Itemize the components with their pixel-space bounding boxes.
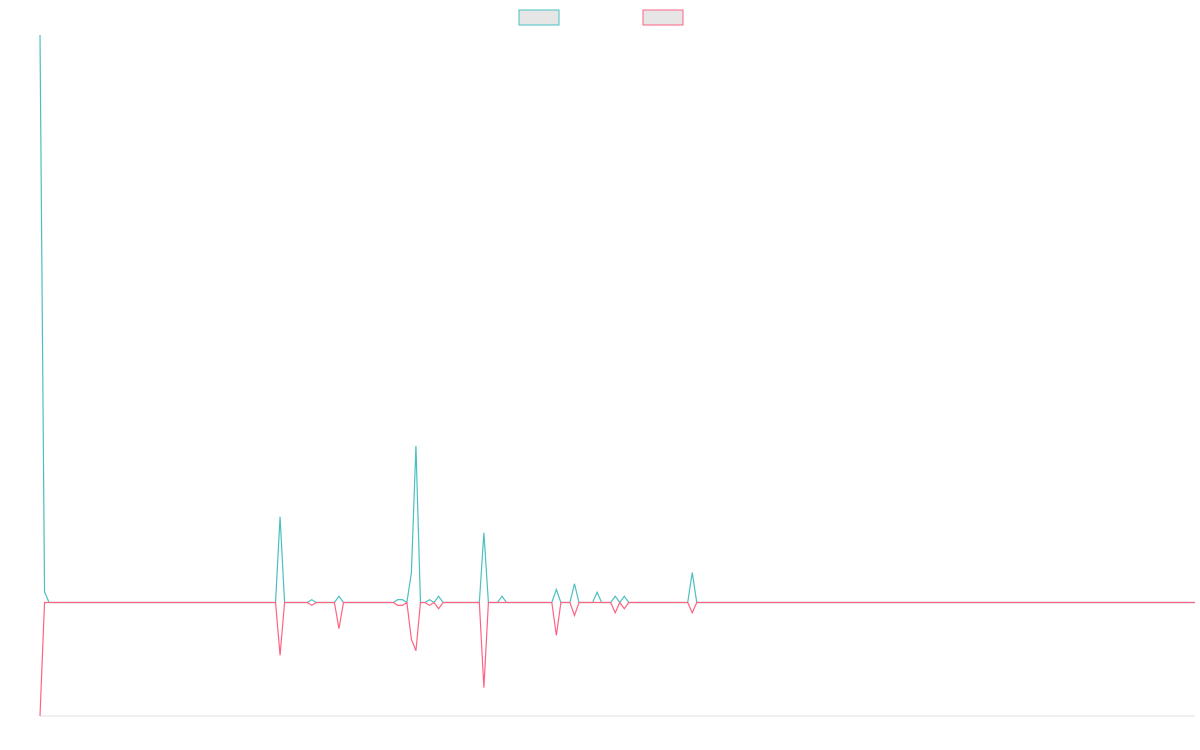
legend-swatch: [518, 9, 560, 26]
data-line: [39, 601, 1195, 717]
data-line: [39, 34, 1195, 604]
legend-swatch: [642, 9, 684, 26]
